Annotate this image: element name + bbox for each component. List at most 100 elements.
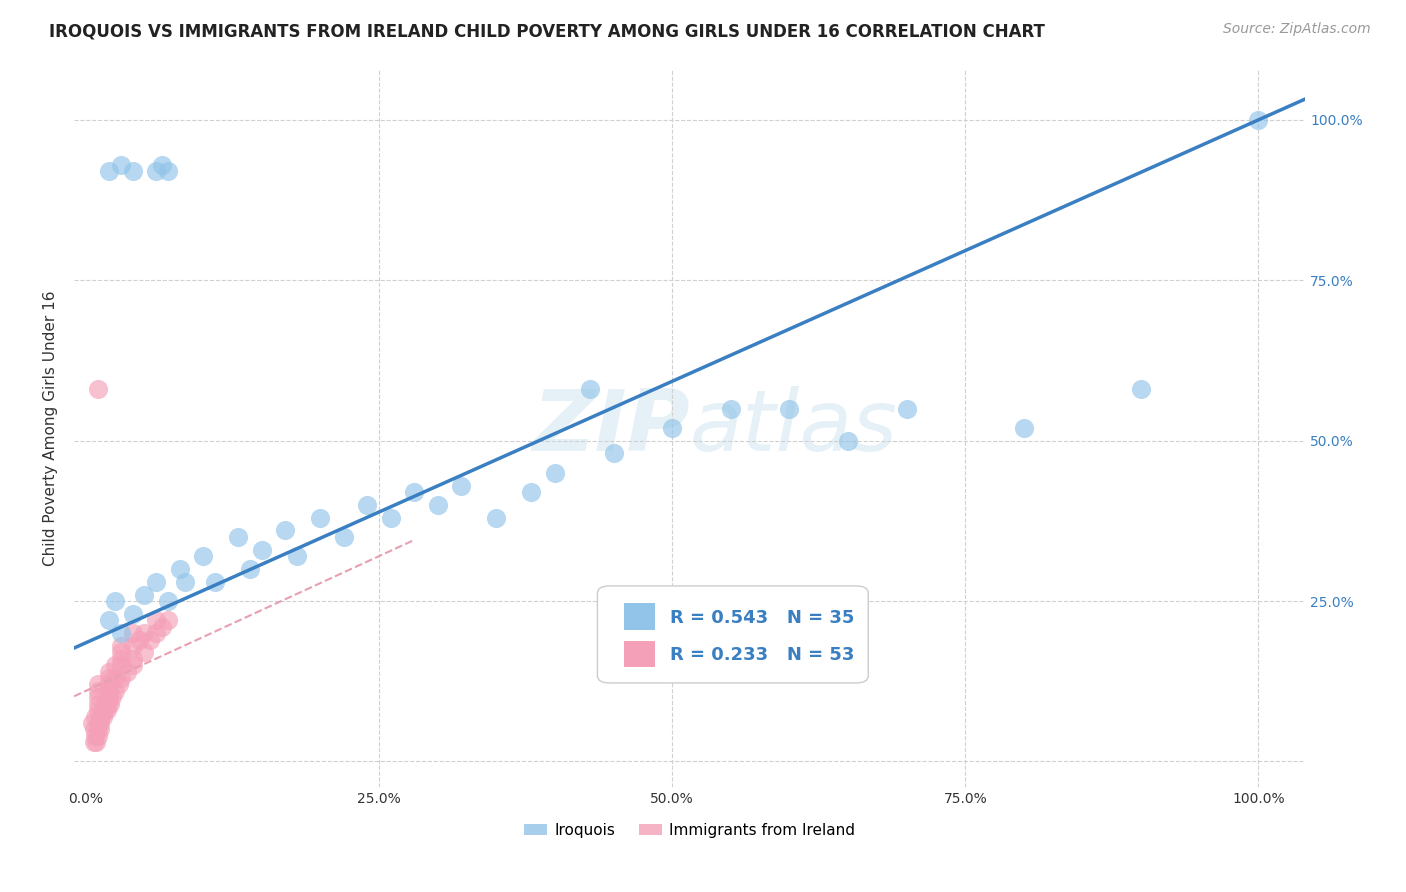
FancyBboxPatch shape [598, 586, 869, 683]
Point [83, 735, 105, 749]
Point [380, 510, 402, 524]
Point [720, 401, 742, 416]
Point [86, 729, 108, 743]
Point [1247, 112, 1270, 127]
Point [115, 665, 138, 679]
Point [778, 401, 800, 416]
Point [86, 382, 108, 396]
Text: IROQUOIS VS IMMIGRANTS FROM IRELAND CHILD POVERTY AMONG GIRLS UNDER 16 CORRELATI: IROQUOIS VS IMMIGRANTS FROM IRELAND CHIL… [49, 22, 1045, 40]
Point [86, 716, 108, 731]
Point [98, 164, 121, 178]
Point [121, 164, 143, 178]
Point [134, 645, 156, 659]
Y-axis label: Child Poverty Among Girls Under 16: Child Poverty Among Girls Under 16 [44, 290, 58, 566]
Point [100, 697, 122, 711]
Point [110, 639, 132, 653]
FancyBboxPatch shape [624, 640, 655, 667]
Point [98, 690, 121, 705]
Point [579, 382, 602, 396]
Point [98, 613, 121, 627]
Point [121, 639, 143, 653]
Point [239, 562, 262, 576]
Point [84, 729, 107, 743]
Point [100, 690, 122, 705]
Point [93, 703, 115, 717]
Point [89, 716, 111, 731]
Point [333, 530, 356, 544]
Point [110, 626, 132, 640]
Point [285, 549, 308, 563]
Text: Source: ZipAtlas.com: Source: ZipAtlas.com [1223, 22, 1371, 37]
FancyBboxPatch shape [624, 603, 655, 631]
Point [128, 632, 150, 647]
Point [90, 709, 112, 723]
Text: R = 0.233   N = 53: R = 0.233 N = 53 [671, 646, 855, 665]
Point [121, 607, 143, 621]
Point [145, 613, 167, 627]
Point [121, 626, 143, 640]
Point [134, 588, 156, 602]
Point [94, 697, 117, 711]
Point [86, 684, 108, 698]
Point [104, 671, 127, 685]
Point [145, 574, 167, 589]
Point [121, 652, 143, 666]
Point [450, 478, 472, 492]
Point [98, 677, 121, 691]
Legend: Iroquois, Immigrants from Ireland: Iroquois, Immigrants from Ireland [519, 817, 862, 844]
Point [661, 421, 683, 435]
Point [86, 723, 108, 737]
Point [98, 665, 121, 679]
Point [174, 574, 197, 589]
Point [426, 498, 449, 512]
Point [356, 498, 378, 512]
Point [86, 690, 108, 705]
Point [110, 658, 132, 673]
Point [98, 671, 121, 685]
Point [83, 723, 105, 737]
Point [86, 677, 108, 691]
Point [86, 697, 108, 711]
Point [96, 703, 118, 717]
Point [485, 510, 508, 524]
Point [1130, 382, 1153, 396]
Point [110, 645, 132, 659]
Point [104, 684, 127, 698]
Point [156, 594, 179, 608]
Point [110, 671, 132, 685]
Point [896, 401, 918, 416]
Point [98, 684, 121, 698]
Point [156, 164, 179, 178]
Point [274, 524, 297, 538]
Point [89, 723, 111, 737]
Point [145, 626, 167, 640]
Text: atlas: atlas [690, 386, 898, 469]
Point [93, 709, 115, 723]
Point [104, 658, 127, 673]
Point [309, 510, 332, 524]
Point [110, 158, 132, 172]
Point [93, 703, 115, 717]
Point [139, 632, 162, 647]
Point [544, 466, 567, 480]
Point [191, 549, 214, 563]
Point [150, 620, 173, 634]
Point [250, 542, 273, 557]
Point [226, 530, 249, 544]
Point [104, 594, 127, 608]
Point [121, 658, 143, 673]
Point [97, 697, 120, 711]
Point [156, 613, 179, 627]
Point [520, 485, 543, 500]
Point [134, 626, 156, 640]
Point [86, 735, 108, 749]
Point [602, 446, 624, 460]
Point [107, 677, 129, 691]
Point [150, 158, 173, 172]
Text: ZIP: ZIP [531, 386, 690, 469]
Point [84, 709, 107, 723]
Point [204, 574, 226, 589]
Point [1012, 421, 1035, 435]
Point [98, 690, 121, 705]
Point [110, 652, 132, 666]
